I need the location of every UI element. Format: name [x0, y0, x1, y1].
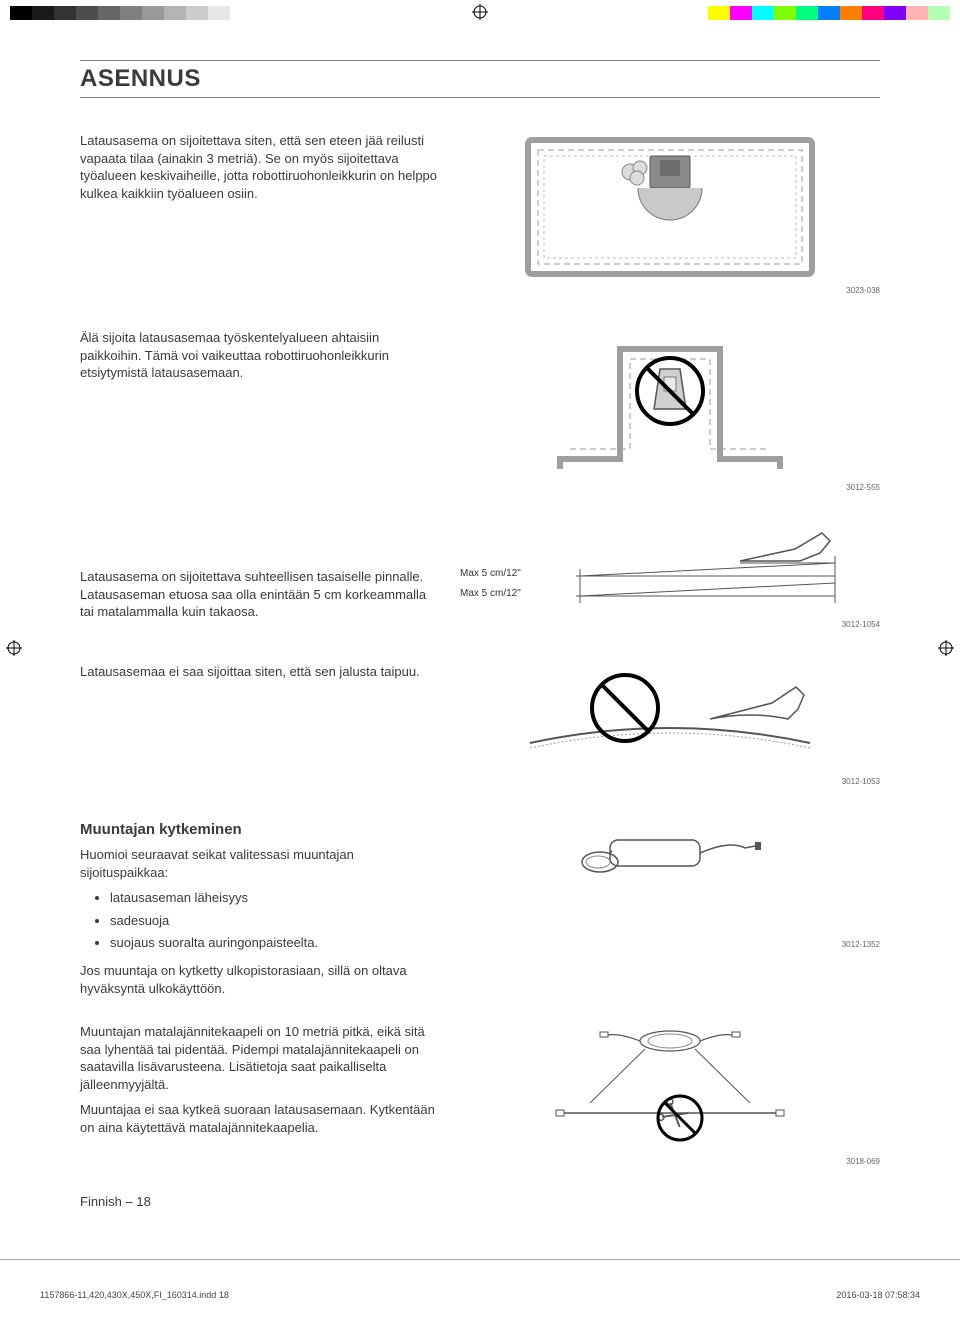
subheading: Muuntajan kytkeminen: [80, 820, 440, 840]
transformer-icon: [560, 820, 780, 900]
figure-code: 3012-1053: [460, 777, 880, 786]
swatch: [708, 6, 730, 20]
section-bending-base: Latausasemaa ei saa sijoittaa siten, ett…: [80, 663, 880, 786]
cable-no-cut-icon: [530, 1023, 810, 1153]
swatch: [98, 6, 120, 20]
header-rule: [80, 60, 880, 61]
swatch: [120, 6, 142, 20]
bullet-item: latausaseman läheisyys: [110, 889, 440, 907]
swatch: [54, 6, 76, 20]
registration-mark-top: [472, 4, 488, 20]
section-narrow-space: Älä sijoita latausasemaa työskentelyalue…: [80, 329, 880, 492]
figure-code: 3012-1352: [460, 940, 880, 949]
figure-code: 3023-038: [460, 286, 880, 295]
section-text: Muuntajan matalajännitekaapeli on 10 met…: [80, 1023, 440, 1144]
section-level-surface: Latausasema on sijoitettava suhteellisen…: [80, 526, 880, 629]
lang-page: Finnish – 18: [80, 1194, 151, 1209]
figure-code: 3018-069: [460, 1157, 880, 1166]
bullet-item: sadesuoja: [110, 912, 440, 930]
swatch: [884, 6, 906, 20]
figure-code: 3012-1054: [460, 620, 880, 629]
swatch: [774, 6, 796, 20]
figure-cable-no-cut: 3018-069: [460, 1023, 880, 1166]
section-text: Latausasema on sijoitettava suhteellisen…: [80, 568, 440, 629]
slope-diagram-icon: [490, 526, 850, 616]
lawn-diagram-icon: [520, 132, 820, 282]
bullet-list: latausaseman läheisyys sadesuoja suojaus s…: [80, 889, 440, 952]
section-cable: Muuntajan matalajännitekaapeli on 10 met…: [80, 1023, 880, 1166]
swatch: [906, 6, 928, 20]
section-transformer: Muuntajan kytkeminen Huomioi seuraavat s…: [80, 820, 880, 1005]
figure-narrow-prohibited: 3012-555: [460, 329, 880, 492]
swatch: [10, 6, 32, 20]
indd-file: 1157866-11,420,430X,450X,FI_160314.indd …: [40, 1290, 229, 1300]
swatch: [186, 6, 208, 20]
color-swatches: [708, 6, 950, 20]
page-content: ASENNUS Latausasema on sijoitettava site…: [0, 20, 960, 1219]
bullet-item: suojaus suoralta auringonpaisteelta.: [110, 934, 440, 952]
bending-base-icon: [520, 663, 820, 773]
swatch: [32, 6, 54, 20]
swatch: [796, 6, 818, 20]
swatch: [142, 6, 164, 20]
figure-bending-prohibited: 3012-1053: [460, 663, 880, 786]
swatch: [164, 6, 186, 20]
section-placement-open-space: Latausasema on sijoitettava siten, että …: [80, 132, 880, 295]
swatch: [752, 6, 774, 20]
section-text: Älä sijoita latausasemaa työskentelyalue…: [80, 329, 440, 390]
swatch: [818, 6, 840, 20]
grayscale-swatches: [10, 6, 252, 20]
page-footer: Finnish – 18: [80, 1194, 880, 1209]
slope-label-bottom: Max 5 cm/12": [460, 588, 521, 599]
figure-slope: Max 5 cm/12" Max 5 cm/12" 3012-1054: [460, 526, 880, 629]
registration-mark-left: [6, 640, 22, 656]
registration-mark-right: [938, 640, 954, 656]
swatch: [230, 6, 252, 20]
swatch: [928, 6, 950, 20]
narrow-space-icon: [540, 329, 800, 479]
section-text: Latausasema on sijoitettava siten, että …: [80, 132, 440, 210]
section-text: Muuntajan kytkeminen Huomioi seuraavat s…: [80, 820, 440, 1005]
swatch: [730, 6, 752, 20]
swatch: [208, 6, 230, 20]
figure-lawn-top-view: 3023-038: [460, 132, 880, 295]
figure-transformer: 3012-1352: [460, 820, 880, 949]
slope-label-top: Max 5 cm/12": [460, 568, 521, 579]
swatch: [862, 6, 884, 20]
figure-code: 3012-555: [460, 483, 880, 492]
swatch: [76, 6, 98, 20]
header-rule: [80, 97, 880, 98]
page-title: ASENNUS: [80, 65, 880, 93]
swatch: [840, 6, 862, 20]
indd-datetime: 2016-03-18 07:58:34: [836, 1290, 920, 1300]
section-text: Latausasemaa ei saa sijoittaa siten, ett…: [80, 663, 440, 689]
indesign-footer: 1157866-11,420,430X,450X,FI_160314.indd …: [0, 1259, 960, 1310]
